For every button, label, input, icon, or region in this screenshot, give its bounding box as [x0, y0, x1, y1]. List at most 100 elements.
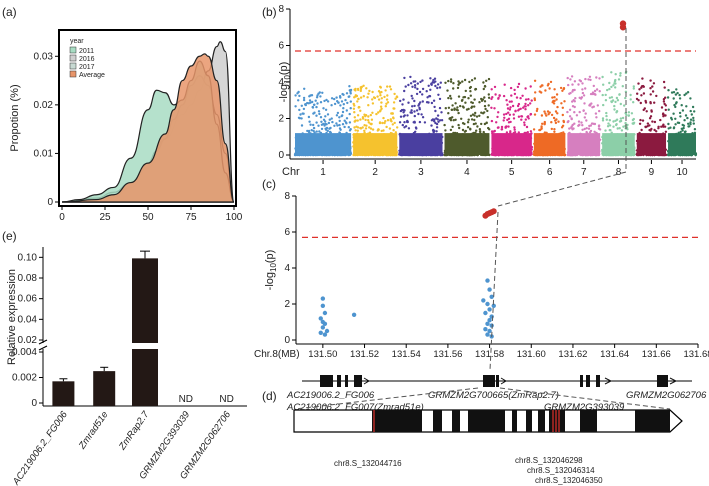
manhattan-point-chr2 — [385, 102, 388, 106]
manhattan-point-chr3 — [421, 93, 424, 96]
manhattan-point-chr6 — [538, 90, 541, 93]
manhattan-point-chr4 — [447, 96, 450, 100]
gene-model-exon — [580, 410, 597, 432]
manhattan-point-chr8 — [619, 72, 622, 75]
manhattan-point-chr4 — [473, 114, 476, 117]
manhattan-point-chr4 — [453, 108, 456, 112]
panel-a-ytick-label: 0 — [47, 197, 53, 208]
regional-snp-point — [320, 325, 326, 330]
category-label: Zmrad51e — [76, 409, 110, 452]
axis-break-mark — [38, 345, 48, 351]
manhattan-point-chr1 — [319, 95, 322, 98]
manhattan-point-chr5 — [503, 83, 506, 86]
manhattan-point-chr2 — [365, 87, 368, 90]
manhattan-point-chr1 — [328, 127, 331, 130]
manhattan-point-chr6 — [560, 102, 563, 105]
manhattan-point-chr1 — [298, 108, 301, 112]
manhattan-point-chr4 — [469, 90, 472, 93]
manhattan-point-chr1 — [347, 126, 350, 129]
manhattan-point-chr1 — [348, 112, 351, 116]
manhattan-point-chr4 — [452, 119, 455, 122]
panel-b-ytick-label: 0 — [278, 150, 284, 161]
manhattan-point-chr9 — [655, 130, 658, 133]
manhattan-point-chr1 — [316, 94, 319, 97]
manhattan-point-chr2 — [389, 88, 393, 91]
manhattan-point-chr7 — [598, 77, 601, 80]
manhattan-point-chr2 — [383, 95, 386, 99]
manhattan-point-chr4 — [460, 117, 463, 121]
manhattan-point-chr2 — [352, 107, 356, 111]
manhattan-point-chr5 — [502, 119, 505, 122]
manhattan-point-chr4 — [474, 87, 478, 91]
manhattan-point-chr2 — [353, 116, 356, 119]
manhattan-point-chr4 — [481, 112, 485, 115]
gene-model-exon — [372, 410, 422, 432]
manhattan-point-chr1 — [331, 120, 334, 124]
manhattan-point-chr1 — [319, 101, 323, 104]
manhattan-point-chr10 — [687, 122, 690, 126]
manhattan-point-chr10 — [677, 121, 681, 125]
manhattan-point-chr3 — [414, 86, 417, 89]
manhattan-point-chr1 — [308, 99, 312, 102]
manhattan-point-chr8 — [619, 117, 623, 120]
gene-exon-block — [483, 375, 495, 387]
manhattan-point-chr10 — [692, 119, 695, 122]
manhattan-point-chr5 — [500, 125, 504, 129]
panel-b-ytick-label: 8 — [278, 4, 284, 15]
manhattan-point-chr4 — [480, 99, 484, 103]
manhattan-point-chr1 — [335, 122, 338, 125]
manhattan-point-chr9 — [650, 109, 653, 112]
manhattan-point-chr1 — [313, 103, 316, 107]
manhattan-point-chr10 — [676, 91, 679, 95]
panel-c-xtick-label: 131.50 — [308, 349, 337, 360]
manhattan-point-chr5 — [520, 118, 523, 121]
manhattan-point-chr3 — [440, 119, 444, 122]
manhattan-point-chr9 — [663, 125, 667, 128]
manhattan-point-chr1 — [300, 104, 303, 108]
manhattan-point-chr8 — [627, 114, 630, 117]
manhattan-point-chr9 — [638, 122, 642, 126]
manhattan-point-chr3 — [412, 80, 415, 83]
manhattan-point-chr5 — [520, 115, 524, 118]
manhattan-point-chr7 — [588, 75, 592, 79]
manhattan-point-chr3 — [410, 109, 413, 112]
manhattan-point-chr7 — [585, 119, 588, 122]
manhattan-point-chr3 — [432, 78, 435, 82]
manhattan-point-chr6 — [546, 84, 550, 87]
manhattan-point-chr3 — [401, 103, 404, 106]
manhattan-point-chr8 — [622, 125, 625, 128]
gene-model-exon — [433, 410, 442, 432]
manhattan-point-chr10 — [678, 111, 682, 115]
manhattan-point-chr4 — [487, 93, 490, 96]
manhattan-point-chr7 — [573, 111, 576, 114]
manhattan-point-chr2 — [392, 117, 395, 120]
manhattan-point-chr7 — [590, 122, 594, 125]
regional-snp-point — [487, 307, 492, 312]
manhattan-point-chr4 — [464, 101, 467, 104]
manhattan-point-chr5 — [496, 115, 499, 119]
manhattan-point-chr10 — [690, 113, 693, 116]
legend-label-2011: 2011 — [79, 48, 94, 55]
manhattan-point-chr5 — [529, 113, 532, 116]
manhattan-point-chr3 — [430, 101, 434, 105]
manhattan-point-chr1 — [339, 104, 342, 107]
manhattan-point-chr4 — [470, 101, 473, 104]
manhattan-point-chr6 — [550, 127, 553, 131]
manhattan-point-chr6 — [541, 122, 544, 126]
manhattan-point-chr10 — [674, 105, 677, 109]
manhattan-point-chr9 — [662, 115, 665, 118]
manhattan-point-chr1 — [328, 130, 332, 134]
chr-tick-label-1: 1 — [320, 167, 326, 178]
manhattan-point-chr5 — [500, 128, 503, 131]
manhattan-point-chr3 — [429, 88, 432, 92]
manhattan-point-chr6 — [562, 87, 565, 91]
manhattan-point-chr8 — [612, 125, 615, 128]
manhattan-point-chr7 — [580, 121, 583, 124]
manhattan-point-chr4 — [469, 114, 473, 118]
regional-snp-point — [320, 303, 326, 308]
panel-c-xtick-label: 131.58 — [475, 349, 504, 360]
manhattan-point-chr7 — [569, 78, 572, 81]
regional-snp-point — [485, 301, 490, 307]
manhattan-point-chr1 — [343, 119, 346, 122]
